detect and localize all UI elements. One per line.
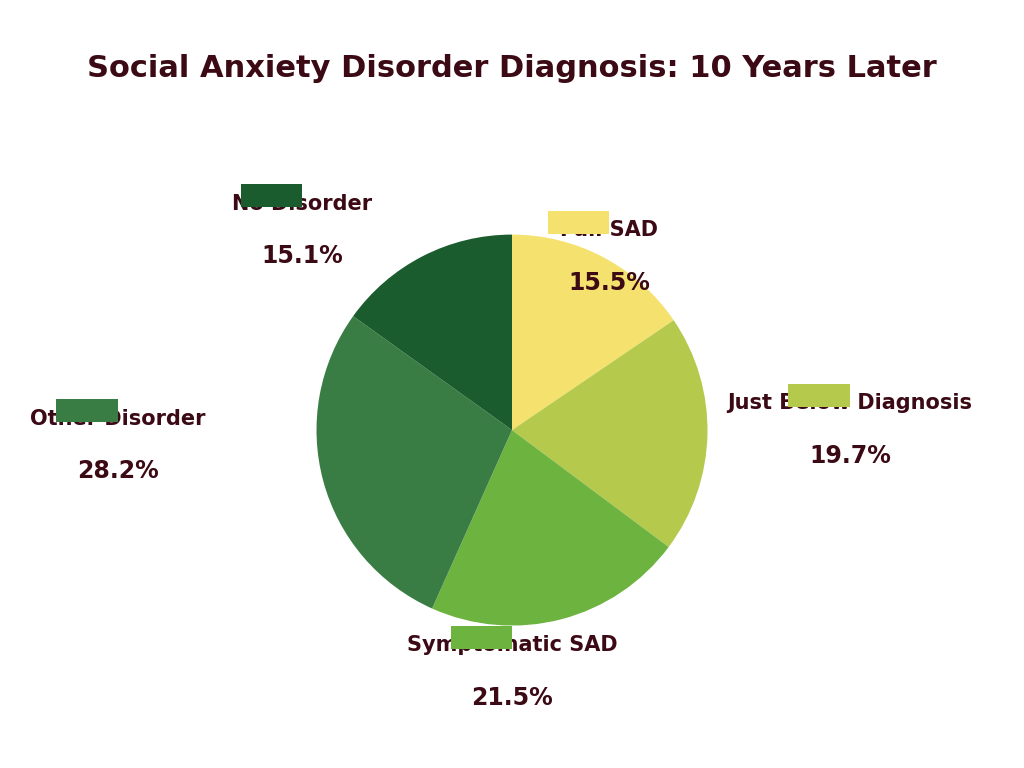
Text: 28.2%: 28.2% — [77, 459, 159, 483]
Wedge shape — [432, 430, 669, 626]
Text: Full SAD: Full SAD — [560, 220, 658, 240]
Wedge shape — [512, 234, 674, 430]
Text: 19.7%: 19.7% — [809, 444, 891, 468]
Wedge shape — [316, 316, 512, 608]
Text: No Disorder: No Disorder — [232, 194, 372, 214]
Text: Symptomatic SAD: Symptomatic SAD — [407, 635, 617, 655]
Text: Other Disorder: Other Disorder — [30, 409, 206, 429]
Text: 15.5%: 15.5% — [568, 271, 650, 295]
Text: Social Anxiety Disorder Diagnosis: 10 Years Later: Social Anxiety Disorder Diagnosis: 10 Ye… — [87, 54, 937, 83]
Text: Just Below Diagnosis: Just Below Diagnosis — [727, 393, 973, 413]
Wedge shape — [512, 320, 708, 547]
Text: 15.1%: 15.1% — [261, 244, 343, 268]
Text: 21.5%: 21.5% — [471, 686, 553, 710]
Wedge shape — [353, 234, 512, 430]
